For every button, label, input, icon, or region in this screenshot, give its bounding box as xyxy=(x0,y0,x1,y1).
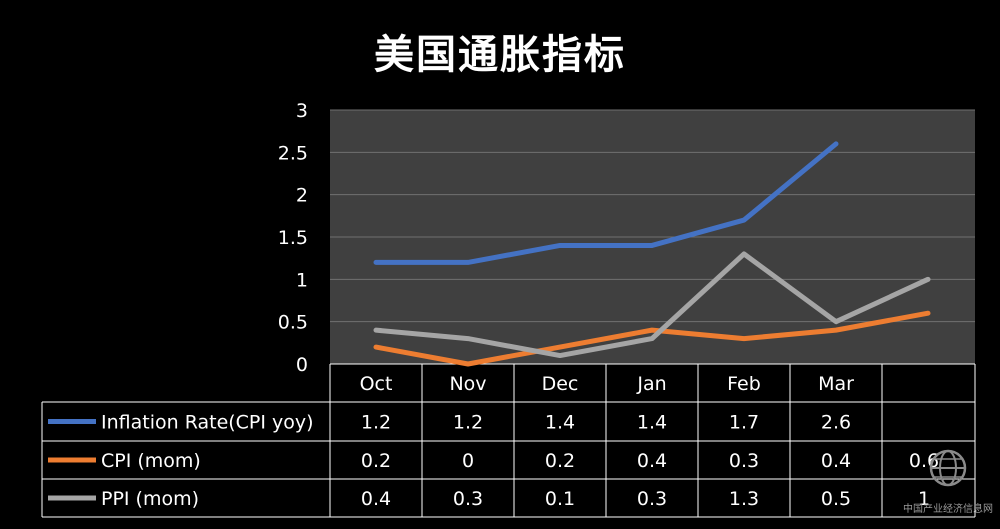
x-tick-label: Feb xyxy=(727,373,761,395)
data-table-value: 0.1 xyxy=(545,488,575,510)
data-table-value: 0.2 xyxy=(361,450,391,472)
data-table-value: 0.4 xyxy=(821,450,851,472)
series-line xyxy=(373,251,931,359)
y-tick-label: 1.5 xyxy=(278,227,308,249)
y-tick-label: 2.5 xyxy=(278,142,308,164)
globe-logo-icon xyxy=(929,449,967,487)
data-table-value: 1.2 xyxy=(361,412,391,434)
legend-entry: PPI (mom) xyxy=(101,488,199,510)
data-table-value: 0.2 xyxy=(545,450,575,472)
data-table-value: 0.4 xyxy=(637,450,667,472)
y-tick-label: 1 xyxy=(296,269,308,291)
data-table-value: 1.2 xyxy=(453,412,483,434)
x-tick-label: Nov xyxy=(449,373,486,395)
data-table-value: 0.3 xyxy=(729,450,759,472)
data-table-value: 0.4 xyxy=(361,488,391,510)
data-table: Oct Nov Dec Jan Feb Mar Inflation Rate(CPI yoy… xyxy=(41,363,976,518)
y-tick-label: 0 xyxy=(296,354,308,376)
y-tick-label: 2 xyxy=(296,185,308,207)
x-tick-label: Oct xyxy=(360,373,393,395)
data-table-value: 1.7 xyxy=(729,412,759,434)
series-line xyxy=(373,141,839,265)
series-line xyxy=(373,310,931,367)
data-table-value: 0 xyxy=(462,450,474,472)
data-table-value: 0.3 xyxy=(453,488,483,510)
y-tick-label: 3 xyxy=(296,100,308,122)
data-table-value: 1 xyxy=(918,488,930,510)
data-table-value: 0.5 xyxy=(821,488,851,510)
data-table-value: 1.3 xyxy=(729,488,759,510)
x-tick-label: Dec xyxy=(542,373,579,395)
series-lines xyxy=(373,141,931,367)
data-table-value: 1.4 xyxy=(545,412,575,434)
data-table-value: 0.3 xyxy=(637,488,667,510)
watermark: 中国产业经济信息网 xyxy=(898,448,998,528)
legend-entry: CPI (mom) xyxy=(101,450,201,472)
watermark-text: 中国产业经济信息网 xyxy=(903,504,993,515)
y-tick-label: 0.5 xyxy=(278,312,308,334)
legend-entry: Inflation Rate(CPI yoy) xyxy=(101,412,314,434)
chart-title: 美国通胀指标 xyxy=(374,32,626,78)
x-tick-label: Jan xyxy=(636,373,666,395)
y-axis-ticks: 0 0.5 1 1.5 2 2.5 3 xyxy=(278,100,308,376)
data-table-value: 2.6 xyxy=(821,412,851,434)
x-tick-label: Mar xyxy=(818,373,854,395)
data-table-value: 1.4 xyxy=(637,412,667,434)
